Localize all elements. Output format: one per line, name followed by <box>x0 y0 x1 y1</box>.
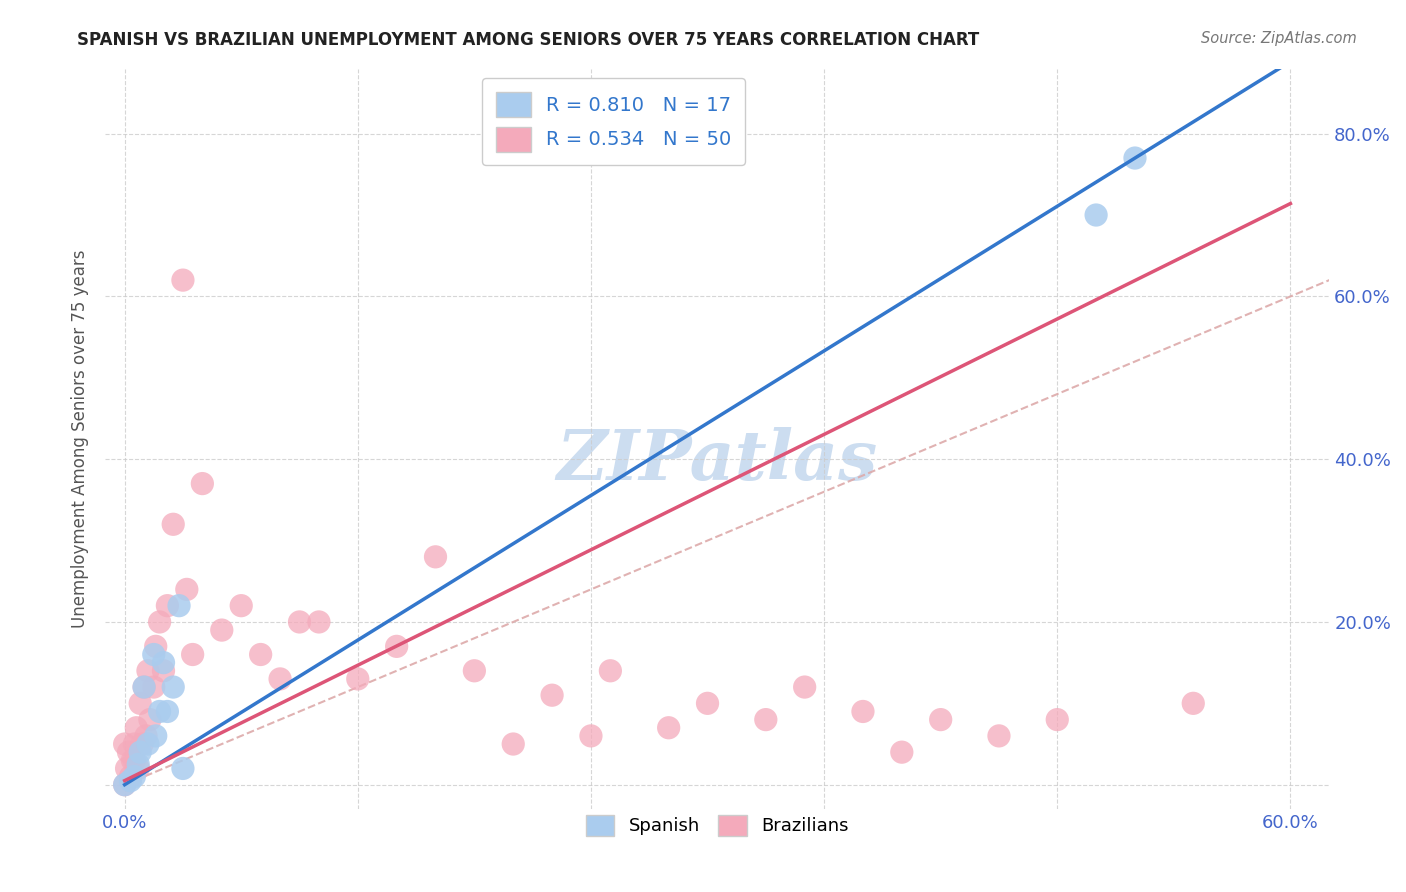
Point <box>162 680 184 694</box>
Point <box>269 672 291 686</box>
Point <box>121 753 143 767</box>
Point <box>149 705 172 719</box>
Point <box>249 648 271 662</box>
Point <box>131 737 153 751</box>
Point <box>129 696 152 710</box>
Point <box>142 648 165 662</box>
Point <box>1046 713 1069 727</box>
Point <box>142 680 165 694</box>
Legend: Spanish, Brazilians: Spanish, Brazilians <box>576 805 858 845</box>
Point <box>120 770 142 784</box>
Point <box>124 737 146 751</box>
Point <box>129 745 152 759</box>
Point <box>793 680 815 694</box>
Point <box>1123 151 1146 165</box>
Point <box>152 664 174 678</box>
Point <box>136 737 159 751</box>
Point <box>191 476 214 491</box>
Point <box>172 273 194 287</box>
Point <box>124 753 146 767</box>
Point <box>696 696 718 710</box>
Point <box>1085 208 1108 222</box>
Point <box>124 770 146 784</box>
Text: SPANISH VS BRAZILIAN UNEMPLOYMENT AMONG SENIORS OVER 75 YEARS CORRELATION CHART: SPANISH VS BRAZILIAN UNEMPLOYMENT AMONG … <box>77 31 980 49</box>
Point <box>149 615 172 629</box>
Point <box>599 664 621 678</box>
Point <box>156 599 179 613</box>
Point <box>162 517 184 532</box>
Point <box>117 745 139 759</box>
Point <box>135 729 157 743</box>
Point <box>145 640 167 654</box>
Point <box>114 778 136 792</box>
Point <box>463 664 485 678</box>
Point <box>145 729 167 743</box>
Point <box>346 672 368 686</box>
Point <box>308 615 330 629</box>
Point <box>1182 696 1205 710</box>
Point <box>176 582 198 597</box>
Point <box>890 745 912 759</box>
Point <box>502 737 524 751</box>
Point <box>852 705 875 719</box>
Point <box>127 761 149 775</box>
Point <box>288 615 311 629</box>
Point <box>139 713 162 727</box>
Point <box>120 773 142 788</box>
Text: ZIPatlas: ZIPatlas <box>557 427 877 495</box>
Point <box>385 640 408 654</box>
Text: Source: ZipAtlas.com: Source: ZipAtlas.com <box>1201 31 1357 46</box>
Point <box>132 680 155 694</box>
Point <box>114 737 136 751</box>
Point <box>579 729 602 743</box>
Point <box>114 778 136 792</box>
Point <box>755 713 778 727</box>
Point <box>127 757 149 772</box>
Point <box>167 599 190 613</box>
Point <box>156 705 179 719</box>
Y-axis label: Unemployment Among Seniors over 75 years: Unemployment Among Seniors over 75 years <box>72 250 89 628</box>
Point <box>658 721 681 735</box>
Point <box>988 729 1011 743</box>
Point <box>115 761 138 775</box>
Point <box>172 761 194 775</box>
Point <box>425 549 447 564</box>
Point <box>152 656 174 670</box>
Point <box>211 623 233 637</box>
Point <box>125 721 148 735</box>
Point <box>132 680 155 694</box>
Point <box>181 648 204 662</box>
Point <box>136 664 159 678</box>
Point <box>231 599 253 613</box>
Point <box>541 688 564 702</box>
Point <box>929 713 952 727</box>
